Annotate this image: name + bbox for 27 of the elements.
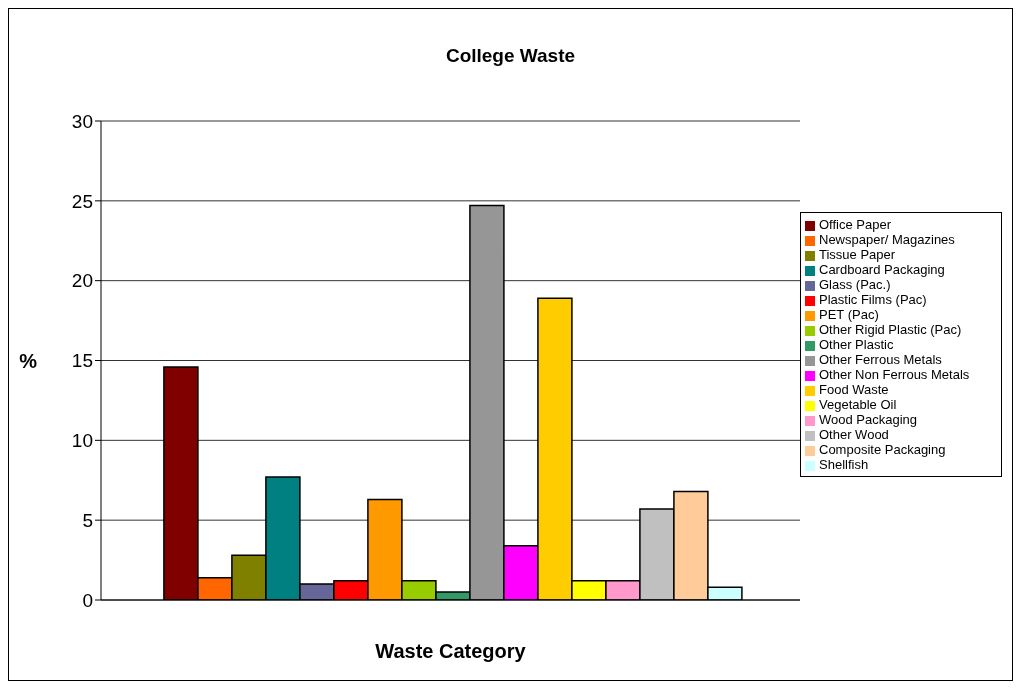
- legend-label: Other Plastic: [819, 337, 894, 352]
- legend-label: Vegetable Oil: [819, 397, 897, 412]
- y-tick-label: 20: [71, 270, 93, 292]
- legend-label: Tissue Paper: [819, 247, 896, 262]
- legend-label: Other Wood: [819, 427, 889, 442]
- chart-title: College Waste: [444, 45, 577, 67]
- legend-label: PET (Pac): [819, 307, 879, 322]
- y-tick-label: 15: [71, 350, 93, 372]
- legend-label: Plastic Films (Pac): [819, 292, 927, 307]
- legend-label: Office Paper: [819, 217, 892, 232]
- legend-label: Composite Packaging: [819, 442, 946, 457]
- x-axis-title: Waste Category: [375, 640, 527, 662]
- legend-label: Glass (Pac.): [819, 277, 891, 292]
- legend-label: Wood Packaging: [819, 412, 918, 427]
- y-tick-label: 0: [82, 589, 93, 611]
- legend-label: Cardboard Packaging: [819, 262, 945, 277]
- y-tick-label: 25: [71, 190, 93, 212]
- legend-label: Food Waste: [819, 382, 889, 397]
- y-tick-label: 5: [82, 509, 93, 531]
- legend-label: Other Non Ferrous Metals: [819, 367, 970, 382]
- y-axis-title: %: [19, 349, 38, 372]
- legend-label: Shellfish: [819, 457, 869, 472]
- y-tick-label: 10: [71, 430, 93, 452]
- y-tick-label: 30: [71, 110, 93, 132]
- legend-label: Newspaper/ Magazines: [819, 232, 955, 247]
- legend-label: Other Ferrous Metals: [819, 352, 942, 367]
- legend-label: Other Rigid Plastic (Pac): [819, 322, 962, 337]
